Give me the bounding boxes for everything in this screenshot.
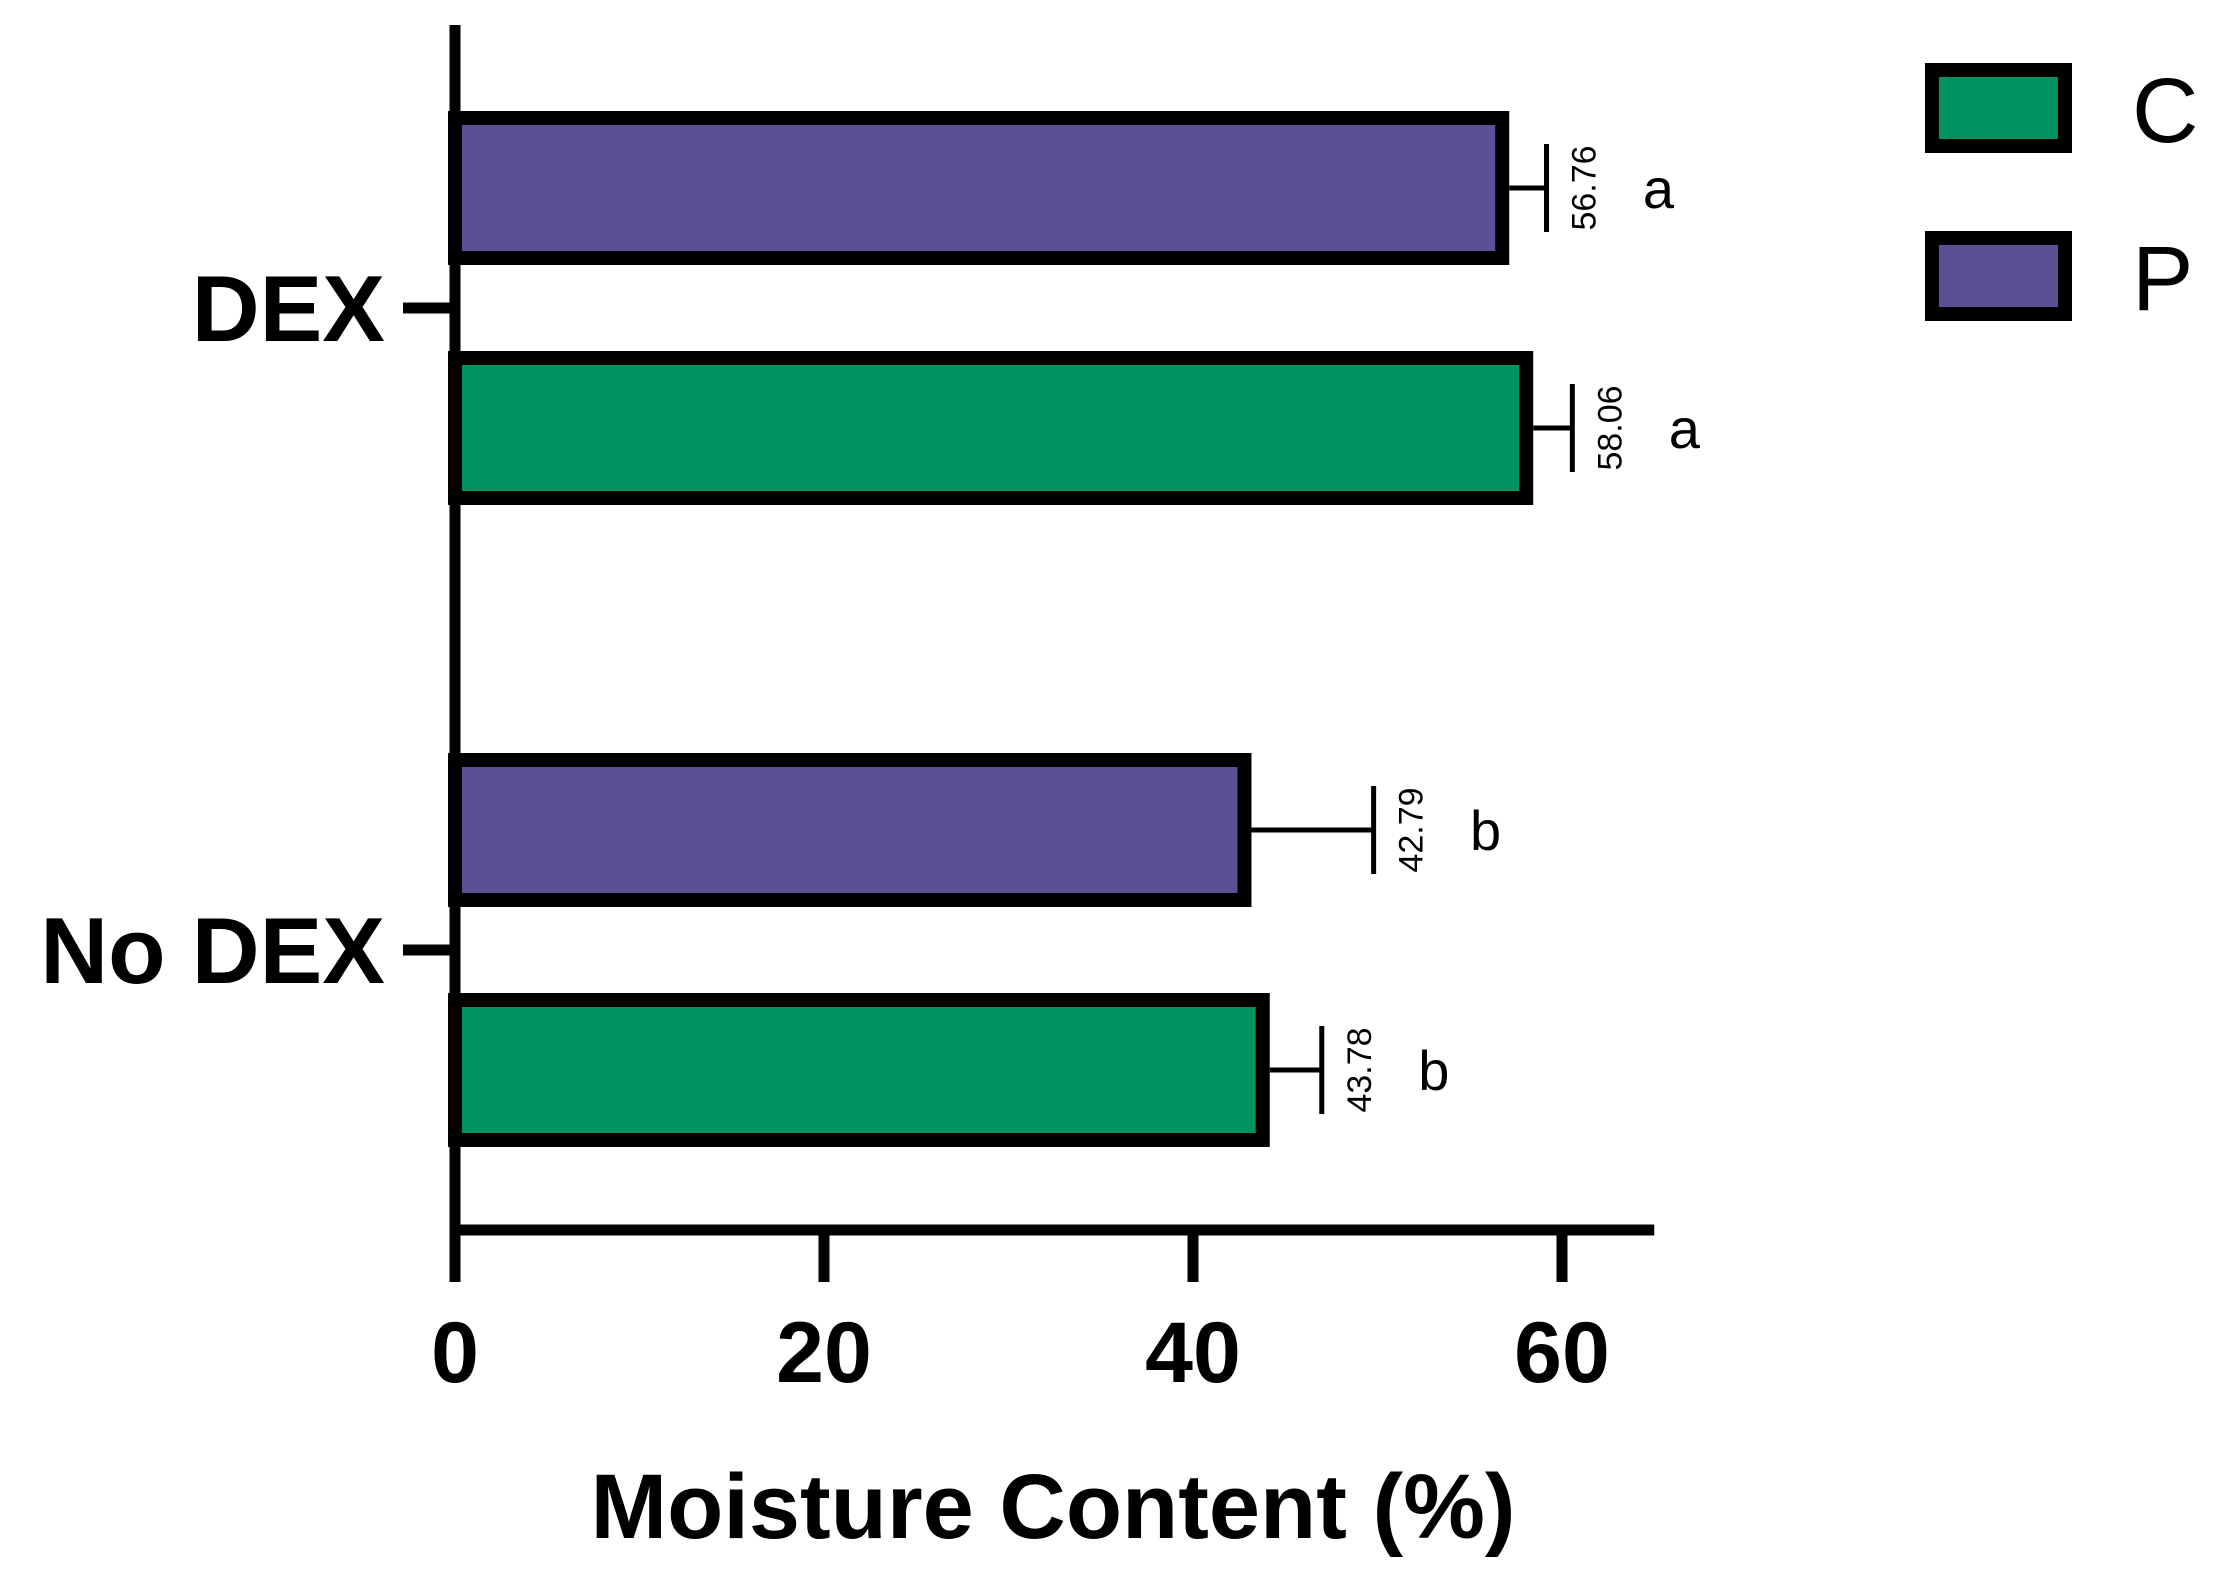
value-label-no-dex-p: 42.79 (1393, 787, 1431, 872)
legend-swatch-c (1925, 63, 2072, 153)
legend-swatch-p (1925, 231, 2072, 321)
bar-no-dex-p (448, 753, 1252, 907)
x-tick-label-40: 40 (1145, 1305, 1241, 1401)
x-axis-title: Moisture Content (%) (590, 1456, 1515, 1558)
x-tick-label-60: 60 (1514, 1305, 1610, 1401)
y-tick-label-no-dex: No DEX (40, 898, 385, 1003)
x-tick-label-20: 20 (776, 1305, 872, 1401)
value-label-dex-c: 58.06 (1591, 385, 1629, 470)
y-tick-label-dex: DEX (192, 256, 385, 361)
x-tick-label-0: 0 (431, 1305, 479, 1401)
bar-no-dex-c (448, 993, 1270, 1147)
legend: CP (1925, 60, 2198, 330)
legend-label-c: C (2132, 60, 2198, 162)
bar-dex-c (448, 351, 1534, 505)
bar-dex-p (448, 111, 1510, 265)
significance-label-no-dex-p: b (1470, 799, 1501, 862)
labels-layer: 56.76 a 58.06 a DEX 42.79 b 43.78 b No DEX 0 20 40 60 (40, 145, 1700, 1401)
significance-label-dex-c: a (1669, 397, 1701, 460)
significance-label-dex-p: a (1643, 157, 1675, 220)
axes-layer (403, 25, 1655, 1282)
value-label-dex-p: 56.76 (1565, 145, 1603, 230)
legend-label-p: P (2132, 228, 2193, 330)
significance-label-no-dex-c: b (1418, 1039, 1449, 1102)
bars-layer (448, 111, 1575, 1147)
value-label-no-dex-c: 43.78 (1341, 1027, 1379, 1112)
